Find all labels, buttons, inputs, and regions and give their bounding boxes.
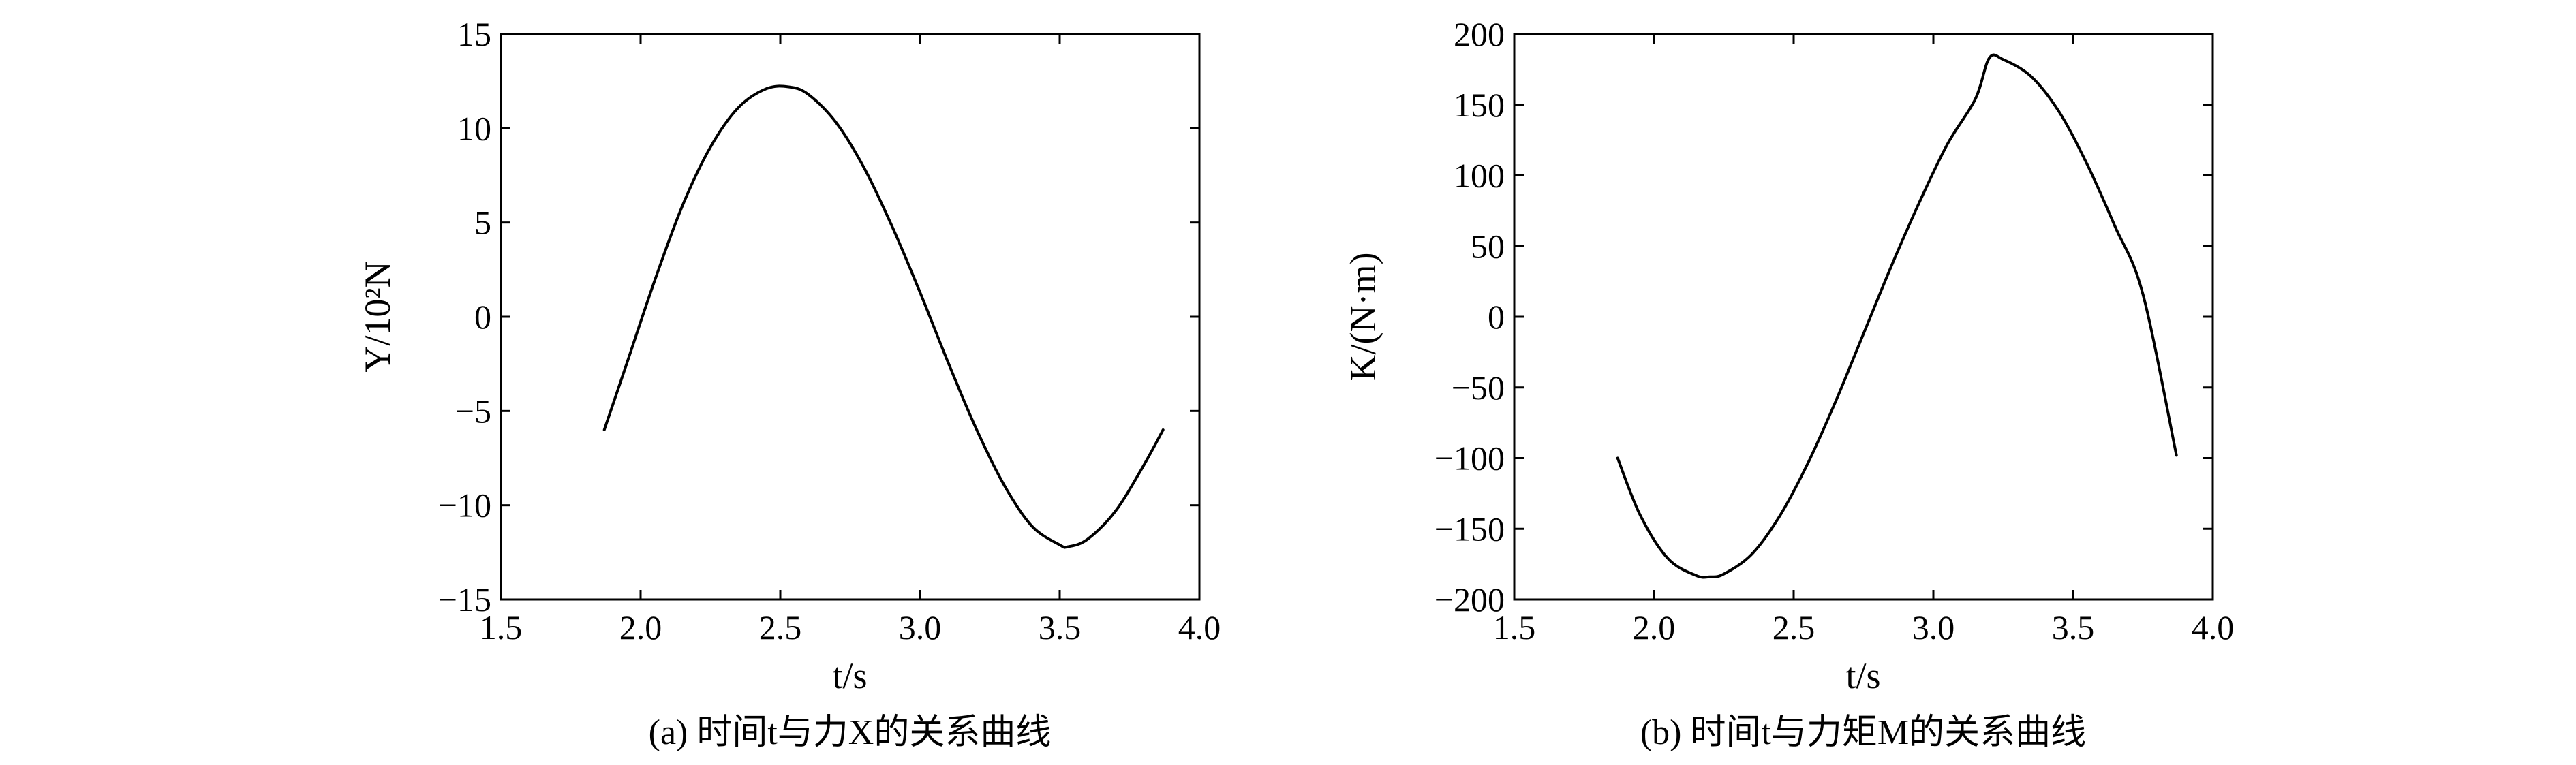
x-tick-label-a-1: 2.0 <box>619 608 662 646</box>
series-line-a <box>602 84 1165 549</box>
y-tick-label-a-5: 10 <box>457 109 491 147</box>
x-tick-label-b-1: 2.0 <box>1633 608 1676 646</box>
y-tick-label-b-0: −200 <box>1435 580 1505 619</box>
y-tick-labels-a: −15 −10 −5 0 5 10 15 <box>438 15 491 619</box>
y-tick-label-b-6: 100 <box>1454 157 1505 195</box>
x-tick-label-a-3: 3.0 <box>899 608 942 646</box>
x-tick-label-b-0: 1.5 <box>1493 608 1536 646</box>
series-line-b <box>1616 53 2178 579</box>
x-tick-label-b-4: 3.5 <box>2052 608 2095 646</box>
tick-marks-b <box>1513 33 2214 601</box>
y-tick-label-a-2: −5 <box>455 392 491 430</box>
y-tick-label-b-2: −100 <box>1435 439 1505 478</box>
x-tick-label-b-5: 4.0 <box>2192 608 2235 646</box>
y-tick-label-b-8: 200 <box>1454 15 1505 53</box>
y-tick-label-b-1: −150 <box>1435 510 1505 548</box>
x-tick-label-b-3: 3.0 <box>1912 608 1955 646</box>
y-tick-label-a-0: −15 <box>438 580 491 619</box>
y-tick-label-b-7: 150 <box>1454 86 1505 124</box>
y-tick-labels-b: −200 −150 −100 −50 0 50 100 150 200 <box>1435 15 1505 619</box>
y-tick-label-b-4: 0 <box>1488 298 1505 336</box>
x-axis-label-a: t/s <box>832 655 867 696</box>
x-tick-labels-a: 1.5 2.0 2.5 3.0 3.5 4.0 <box>480 608 1221 646</box>
y-tick-label-a-4: 5 <box>474 204 491 242</box>
y-tick-label-b-3: −50 <box>1452 369 1505 407</box>
x-tick-labels-b: 1.5 2.0 2.5 3.0 3.5 4.0 <box>1493 608 2235 646</box>
y-axis-label-b: K/(N·m) <box>1343 253 1383 381</box>
y-tick-label-b-5: 50 <box>1471 227 1505 265</box>
x-tick-label-a-0: 1.5 <box>480 608 523 646</box>
x-tick-label-a-4: 3.5 <box>1039 608 1082 646</box>
tick-marks-a <box>500 33 1201 601</box>
plot-frame-b <box>1513 33 2214 601</box>
plot-frame-a <box>500 33 1201 601</box>
caption-b: (b) 时间t与力矩M的关系曲线 <box>1640 713 2086 752</box>
y-tick-label-a-1: −10 <box>438 486 491 525</box>
chart-panel-b: 1.5 2.0 2.5 3.0 3.5 4.0 −200 −150 −100 −50 0 50 100… <box>1343 15 2234 752</box>
y-tick-label-a-3: 0 <box>474 298 491 336</box>
x-axis-label-b: t/s <box>1845 655 1880 696</box>
y-tick-label-a-6: 15 <box>457 15 491 53</box>
x-tick-label-a-2: 2.5 <box>759 608 802 646</box>
caption-a: (a) 时间t与力X的关系曲线 <box>649 713 1052 752</box>
chart-panel-a: 1.5 2.0 2.5 3.0 3.5 4.0 −15 −10 −5 0 5 10 15 t/s Y/… <box>357 15 1221 752</box>
x-tick-label-b-2: 2.5 <box>1773 608 1815 646</box>
x-tick-label-a-5: 4.0 <box>1178 608 1221 646</box>
y-axis-label-a: Y/10²N <box>357 261 398 372</box>
